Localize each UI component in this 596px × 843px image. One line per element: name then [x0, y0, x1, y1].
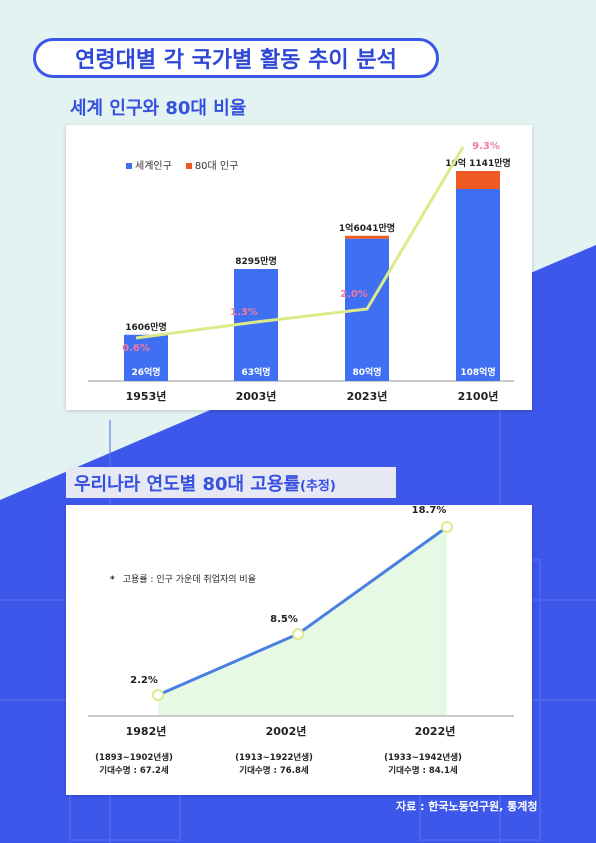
note-star: *: [110, 575, 115, 585]
chart2-cohort-2: (1933~1942년생): [384, 752, 462, 763]
chart2-x-tick-1: 2002년: [266, 724, 307, 738]
chart2-title: 우리나라 연도별 80대 고용률(추정): [74, 470, 336, 496]
chart2-point-2: [441, 521, 453, 533]
chart2-plot: 2.2% 1982년 (1893~1902년생) 기대수명 : 67.2세 8.5% 20…: [88, 505, 514, 776]
legend-item-80s: 80대 인구: [185, 157, 239, 172]
bar-label-80s-0: 1606만명: [125, 321, 167, 333]
line-80s-ratio: [135, 146, 465, 340]
legend-swatch-blue: [126, 163, 132, 169]
bar-80s-3: [456, 171, 500, 189]
chart2-life-expectancy-0: 기대수명 : 67.2세: [99, 765, 169, 776]
legend-label-80s: 80대 인구: [194, 161, 239, 172]
chart2-area-fill: [158, 527, 447, 716]
chart2-life-expectancy-2: 기대수명 : 84.1세: [388, 765, 458, 776]
bar-label-population-2: 80억명: [352, 366, 381, 378]
bar-label-80s-1: 8295만명: [235, 255, 277, 267]
chart2-value-label-1: 8.5%: [270, 614, 298, 625]
legend-swatch-orange: [185, 163, 192, 169]
chart2-title-box: [66, 467, 396, 498]
bar-label-population-0: 26억명: [131, 366, 160, 378]
ratio-label-3: 9.3%: [472, 141, 500, 152]
bar-population-3: [456, 189, 500, 381]
ratio-label-1: 1.3%: [230, 307, 258, 318]
chart2-life-expectancy-1: 기대수명 : 76.8세: [239, 765, 309, 776]
legend-item-population: 세계인구: [126, 157, 172, 172]
chart2-point-0: [152, 689, 164, 701]
chart2-value-label-2: 18.7%: [412, 505, 447, 516]
chart2-note: * 고용률 : 인구 가운데 취업자의 비율: [110, 572, 256, 585]
bar-label-population-1: 63억명: [241, 366, 270, 378]
bar-label-80s-3: 10억 1141만명: [445, 157, 511, 169]
chart1-plot: 26억명 1606만명 1953년 63억명 8295만명 2003년 80억명 1억6041…: [88, 141, 514, 403]
chart2-cohort-1: (1913~1922년생): [235, 752, 313, 763]
chart1-title: 세계 인구와 80대 비율: [70, 98, 247, 119]
page-title: 연령대별 각 국가별 활동 추이 분석: [33, 38, 439, 78]
chart1-legend: 세계인구 80대 인구: [126, 157, 238, 172]
ratio-label-2: 2.0%: [340, 289, 368, 300]
bar-population-0: [124, 334, 168, 381]
chart2-title-suffix: (추정): [300, 479, 336, 494]
chart2-title-main: 우리나라 연도별 80대 고용률: [74, 474, 301, 495]
bar-80s-2: [345, 235, 389, 239]
x-tick-label-2: 2023년: [347, 389, 388, 403]
source-text: 자료 : 한국노동연구원, 통계청: [396, 800, 538, 813]
legend-label-population: 세계인구: [135, 161, 172, 172]
bar-label-80s-2: 1억6041만명: [339, 222, 395, 234]
x-tick-label-1: 2003년: [236, 389, 277, 403]
note-text: 고용률 : 인구 가운데 취업자의 비율: [122, 575, 256, 585]
chart2-x-tick-2: 2022년: [415, 724, 456, 738]
chart2-x-tick-0: 1982년: [126, 724, 167, 738]
x-tick-label-0: 1953년: [126, 389, 167, 403]
chart2-point-1: [292, 628, 304, 640]
chart2-value-label-0: 2.2%: [130, 675, 158, 686]
bar-label-population-3: 108억명: [460, 366, 495, 378]
chart2-cohort-0: (1893~1902년생): [95, 752, 173, 763]
ratio-label-0: 0.6%: [122, 343, 150, 354]
x-tick-label-3: 2100년: [458, 389, 499, 403]
